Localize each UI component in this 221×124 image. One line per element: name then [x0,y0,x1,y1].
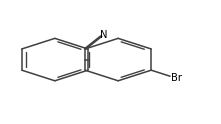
Text: Br: Br [171,73,182,83]
Text: N: N [100,30,108,40]
